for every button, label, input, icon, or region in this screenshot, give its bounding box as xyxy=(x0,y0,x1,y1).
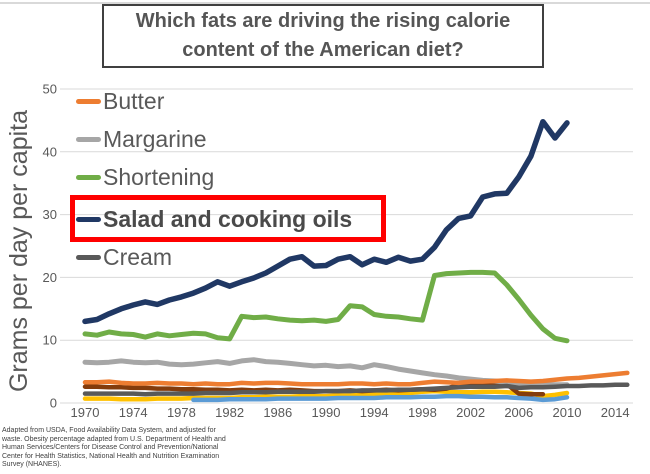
shortening-legend-swatch xyxy=(76,174,101,180)
salad-oils-highlight-box xyxy=(70,195,386,242)
butter-series-line xyxy=(82,370,630,387)
legend-item-margarine: Margarine xyxy=(76,123,207,155)
cream-series-line xyxy=(82,382,630,397)
x-tick-2002: 2002 xyxy=(456,405,485,420)
x-tick-1974: 1974 xyxy=(119,405,148,420)
top-divider xyxy=(0,2,650,4)
page-title: Which fats are driving the rising calori… xyxy=(102,4,544,68)
y-axis-title: Grams per day per capita xyxy=(5,109,33,393)
cream-legend-swatch xyxy=(76,254,101,260)
source-attribution: Adapted from USDA, Food Availability Dat… xyxy=(2,427,226,469)
butter-legend-swatch xyxy=(76,98,101,104)
legend-label-butter: Butter xyxy=(103,87,165,114)
y-tick-10: 10 xyxy=(43,333,57,348)
legend-item-cream: Cream xyxy=(76,241,172,273)
x-tick-1970: 1970 xyxy=(71,405,100,420)
y-tick-0: 0 xyxy=(50,396,57,411)
shortening-series-line xyxy=(82,269,570,344)
legend-item-shortening: Shortening xyxy=(76,161,214,193)
x-tick-1978: 1978 xyxy=(167,405,196,420)
salad-and-cooking-oils-series-line xyxy=(82,118,570,325)
unlabeled-yellow-line-series-line xyxy=(82,388,570,402)
y-tick-50: 50 xyxy=(43,82,57,97)
legend-label-shortening: Shortening xyxy=(103,163,215,190)
x-tick-1994: 1994 xyxy=(360,405,389,420)
legend-label-cream: Cream xyxy=(103,243,173,270)
y-tick-40: 40 xyxy=(43,144,57,159)
legend-item-butter: Butter xyxy=(76,85,164,117)
y-tick-20: 20 xyxy=(43,270,57,285)
x-tick-1990: 1990 xyxy=(312,405,341,420)
legend-label-salad-oils: Salad and cooking oils xyxy=(103,205,353,232)
unlabeled-light-blue-line-series-line xyxy=(191,393,570,403)
x-tick-2014: 2014 xyxy=(601,405,630,420)
x-tick-1986: 1986 xyxy=(263,405,292,420)
x-tick-2006: 2006 xyxy=(504,405,533,420)
x-tick-1982: 1982 xyxy=(215,405,244,420)
margarine-legend-swatch xyxy=(76,136,101,142)
salad-oils-legend-swatch xyxy=(76,216,101,222)
legend-label-margarine: Margarine xyxy=(103,125,207,152)
x-tick-1998: 1998 xyxy=(408,405,437,420)
legend-item-salad-oils: Salad and cooking oils xyxy=(76,203,352,235)
y-tick-30: 30 xyxy=(43,207,57,222)
x-tick-2010: 2010 xyxy=(553,405,582,420)
